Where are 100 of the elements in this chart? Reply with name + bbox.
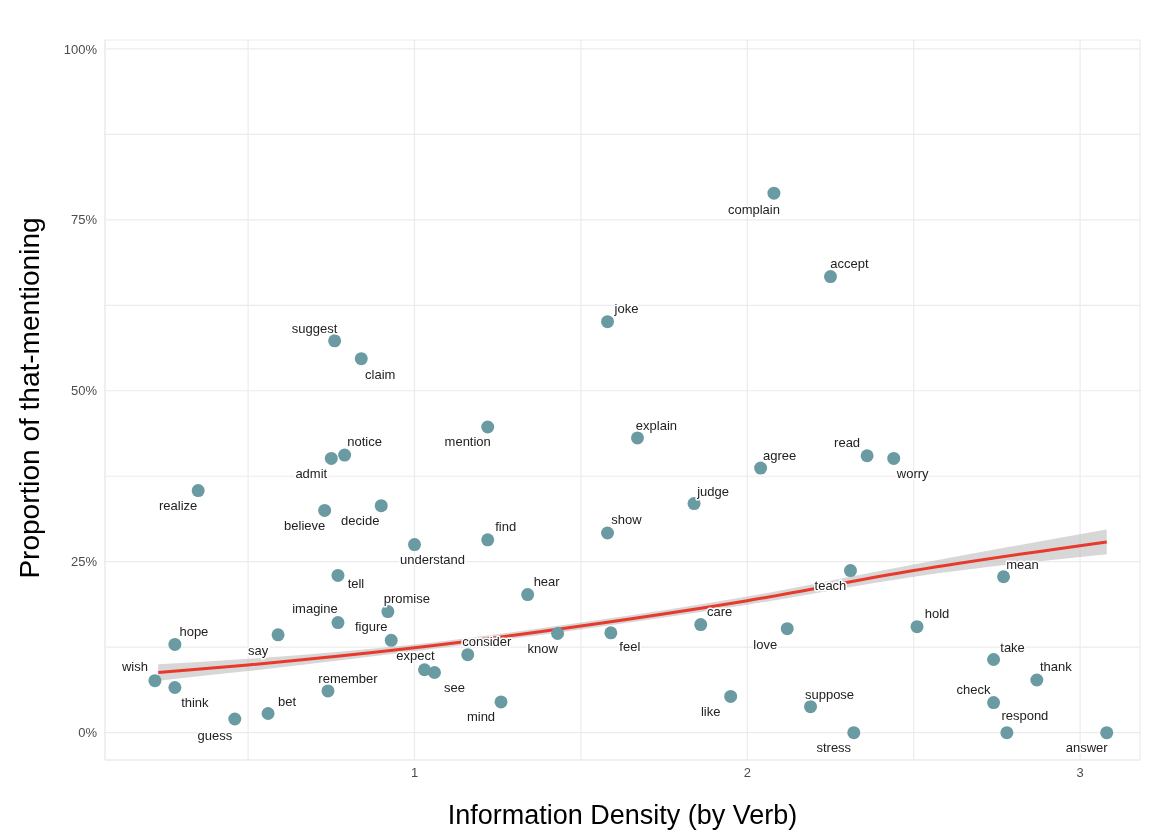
point (843, 564, 857, 578)
annotation: joke (613, 301, 639, 317)
annotation: complain (727, 201, 780, 217)
annotation: show (611, 512, 643, 528)
point (754, 461, 768, 475)
point (521, 588, 535, 602)
annotation: see (443, 679, 465, 695)
annotation: hear (533, 573, 561, 589)
annotation: remember (318, 671, 379, 687)
annotation: worry (895, 465, 930, 481)
point (481, 533, 495, 547)
annotation: understand (399, 552, 466, 568)
annotation: feel (619, 639, 641, 655)
y-tick-label: 100% (63, 41, 98, 57)
y-tick-label: 75% (70, 212, 98, 228)
y-axis-title: Proportion of that-mentioning (14, 216, 46, 581)
annotation: agree (762, 448, 797, 464)
annotation: think (181, 694, 210, 710)
point (148, 674, 162, 688)
point (860, 449, 874, 463)
annotation: accept (830, 256, 870, 272)
point (338, 448, 352, 462)
annotation: imagine (292, 601, 338, 616)
point (604, 626, 618, 640)
point (767, 186, 781, 200)
annotation: mention (444, 434, 491, 450)
annotation: mind (466, 709, 496, 725)
point (481, 420, 495, 434)
annotation: care (707, 604, 733, 620)
point (261, 707, 275, 720)
point (494, 695, 508, 709)
annotation: notice (347, 434, 382, 450)
annotation: figure (354, 618, 388, 634)
annotation: wish (120, 659, 148, 675)
point (1030, 673, 1044, 687)
annotation: tell (347, 575, 365, 591)
annotation: believe (284, 517, 326, 533)
point (551, 627, 565, 640)
x-axis-title: Information Density (by Verb) (446, 800, 799, 831)
annotation: respond (1001, 708, 1049, 724)
y-tick-label: 50% (70, 383, 98, 399)
x-tick-label: 2 (743, 765, 751, 781)
point (374, 499, 388, 513)
annotation: claim (365, 367, 396, 383)
point (601, 526, 615, 540)
annotation: hold (924, 606, 950, 622)
point (694, 618, 708, 632)
point (168, 637, 182, 651)
annotation: check (956, 682, 992, 697)
point (427, 665, 441, 679)
point (381, 605, 395, 619)
point (987, 652, 1001, 666)
point (780, 622, 794, 636)
annotation: guess (197, 728, 233, 744)
annotation: decide (341, 513, 380, 529)
point (997, 570, 1011, 584)
annotation: bet (278, 693, 297, 709)
annotation: hope (179, 623, 209, 639)
point (354, 352, 368, 366)
point (910, 620, 924, 634)
annotation: know (527, 640, 559, 656)
point (331, 568, 345, 582)
annotation: judge (696, 484, 729, 500)
point (724, 689, 738, 703)
annotation: realize (159, 498, 198, 514)
y-tick-label: 0% (78, 725, 98, 741)
point (384, 633, 398, 647)
point (1100, 726, 1114, 740)
point (847, 726, 861, 740)
point (461, 648, 475, 662)
annotation: take (1000, 639, 1025, 655)
annotation: admit (295, 465, 328, 481)
y-tick-label: 25% (70, 554, 98, 570)
annotation: love (753, 637, 778, 653)
annotation: read (834, 435, 861, 451)
annotation: promise (383, 591, 430, 607)
point (321, 684, 335, 698)
point (824, 270, 837, 284)
annotation: say (247, 643, 269, 659)
point (228, 712, 242, 726)
point (1000, 726, 1014, 740)
x-tick-label: 1 (410, 765, 419, 781)
point (318, 503, 332, 517)
point (987, 696, 1001, 710)
annotation: mean (1006, 557, 1039, 573)
point (331, 616, 345, 630)
point (408, 538, 421, 552)
point (324, 451, 338, 465)
point (887, 451, 901, 465)
point (271, 628, 285, 642)
annotation: stress (816, 740, 852, 756)
annotation: thank (1039, 659, 1073, 675)
annotation: suggest (291, 321, 338, 337)
annotation: expect (396, 648, 436, 664)
annotation: answer (1065, 740, 1109, 756)
annotation: find (495, 519, 517, 535)
annotation: suppose (804, 687, 855, 703)
annotation: like (700, 703, 721, 719)
point (191, 484, 205, 498)
x-tick-label: 3 (1076, 765, 1084, 781)
